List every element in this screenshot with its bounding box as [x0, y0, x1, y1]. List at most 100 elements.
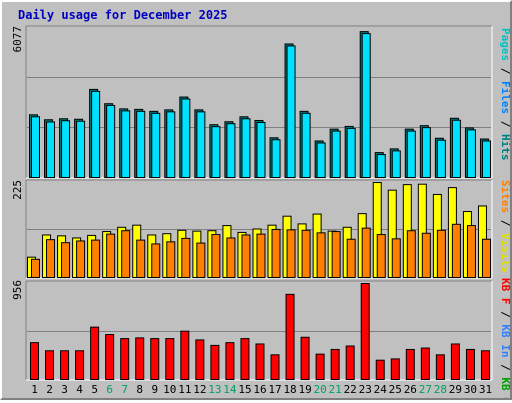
legend-entry: KB Out [499, 377, 510, 398]
x-tick-label: 20 [314, 383, 327, 396]
legend-entry: Hits [499, 134, 510, 161]
sites-bar [346, 238, 356, 279]
legend-kbytes: KB F / KB In / KB Out [499, 278, 510, 398]
x-tick-label: 19 [298, 383, 311, 396]
kbf-bar [420, 347, 430, 380]
x-tick-label: 28 [434, 383, 447, 396]
files-bar [286, 45, 296, 178]
files-bar [151, 112, 161, 178]
sites-bar [181, 237, 191, 278]
files-bar [91, 90, 101, 178]
x-tick-label: 14 [223, 383, 237, 396]
x-tick-label: 18 [283, 383, 296, 396]
legend-pages-files-hits: Pages / Files / Hits [499, 28, 510, 161]
sites-bar [226, 237, 236, 278]
files-bar [61, 120, 71, 178]
legend-entry: KB In [499, 324, 510, 357]
files-bar [121, 110, 131, 178]
kbf-bar [360, 283, 370, 380]
kbf-bar [45, 350, 55, 381]
legend-entry: Sites [499, 180, 510, 213]
x-tick-label: 12 [193, 383, 206, 396]
files-bar [376, 154, 386, 179]
files-bar [466, 129, 476, 178]
x-tick-label: 26 [404, 383, 417, 396]
legend-entry: Visits [499, 233, 510, 273]
sites-bar [421, 232, 431, 278]
kbf-bar [465, 348, 475, 380]
files-bar [256, 121, 266, 178]
files-bar [481, 140, 491, 179]
files-bar [406, 130, 416, 179]
kbf-bar [165, 338, 175, 380]
files-bar [421, 127, 431, 178]
legend-entry: Pages [499, 28, 510, 61]
bottom-scale-max-label: 956 [11, 280, 24, 300]
kbf-bar [450, 343, 460, 381]
sites-bar [376, 234, 386, 278]
sites-bar [91, 239, 101, 279]
sites-bar [256, 233, 266, 278]
x-tick-label: 16 [253, 383, 266, 396]
files-bar [181, 98, 191, 178]
legend-entry: Files [499, 81, 510, 114]
panel-visits-sites [25, 179, 493, 279]
sites-bar [76, 240, 86, 279]
x-tick-label: 23 [359, 383, 372, 396]
sites-bar [46, 239, 56, 279]
legend-separator: / [499, 114, 510, 134]
sites-bar [241, 234, 251, 278]
kbf-bar [345, 345, 355, 381]
files-bar [76, 120, 86, 178]
x-tick-label: 15 [238, 383, 251, 396]
sites-bar [211, 234, 221, 278]
files-bar [451, 119, 461, 178]
x-tick-label: 7 [121, 383, 128, 396]
sites-bar [106, 233, 116, 278]
sites-bar [61, 242, 71, 279]
kbf-bar [405, 348, 415, 380]
x-tick-label: 21 [329, 383, 342, 396]
kbf-bar [150, 338, 160, 380]
sites-bar [271, 228, 281, 278]
x-tick-label: 6 [106, 383, 113, 396]
legend-separator: / [499, 61, 510, 81]
files-bar [436, 139, 446, 179]
kbf-bar [255, 343, 265, 381]
x-tick-label: 11 [178, 383, 191, 396]
kbf-bar [270, 354, 280, 380]
x-tick-label: 29 [449, 383, 462, 396]
files-bar [136, 110, 146, 178]
kbf-bar [135, 337, 145, 381]
x-tick-label: 10 [163, 383, 176, 396]
kbf-bar [330, 348, 340, 380]
sites-bar [451, 223, 461, 279]
files-bar [241, 118, 251, 178]
sites-bar [436, 229, 446, 278]
sites-bar [481, 238, 491, 279]
files-bar [331, 130, 341, 179]
x-tick-label: 30 [464, 383, 477, 396]
sites-bar [151, 243, 161, 279]
x-tick-label: 22 [344, 383, 357, 396]
sites-bar [136, 239, 146, 279]
panel-hits-files-pages [25, 25, 493, 179]
sites-bar [121, 230, 131, 278]
files-bar [301, 112, 311, 178]
files-bar [316, 142, 326, 178]
x-axis-day-labels: 1 2 3 4 5 6 7 8 9 10 11 12 13 14 15 16 17 18 19 20 21 22 23 24 2… [31, 383, 492, 396]
kbf-bar [30, 342, 39, 381]
kbf-bar [180, 330, 190, 381]
kbf-bar [375, 359, 385, 381]
files-bar [361, 33, 371, 178]
files-bar [391, 150, 401, 179]
kbf-bar [105, 334, 115, 381]
sites-bar [406, 230, 416, 278]
files-bar [271, 139, 281, 179]
sites-bar [361, 227, 371, 279]
x-tick-label: 17 [268, 383, 281, 396]
kbf-bar [75, 350, 85, 381]
legend-separator: / [499, 305, 510, 325]
